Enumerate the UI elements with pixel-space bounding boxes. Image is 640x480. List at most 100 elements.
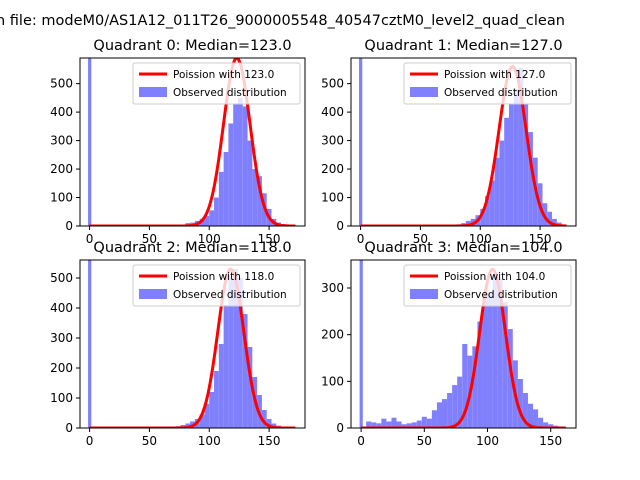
x-tick-label: 0	[357, 434, 365, 448]
plot-area	[88, 58, 296, 226]
x-tick-label: 150	[258, 434, 281, 448]
y-tick-label: 0	[65, 421, 73, 435]
x-tick-label: 100	[469, 232, 492, 246]
histogram-bar	[523, 103, 529, 226]
histogram-bar	[371, 422, 377, 428]
histogram-bar	[242, 314, 248, 428]
histogram-bar	[548, 424, 554, 428]
histogram-bar	[416, 420, 422, 428]
y-tick-label: 300	[321, 281, 344, 295]
legend: Poission with 104.0 Observed distribution	[403, 264, 572, 307]
histogram-bar	[482, 297, 488, 428]
histogram-bar	[257, 176, 262, 226]
subplot-0: 0 50 100 150 0 100 200 300 400 500 Quadrant 0: Med…	[50, 38, 306, 246]
y-tick-label: 500	[321, 77, 344, 91]
legend-frame	[403, 62, 572, 105]
subplot-title: Quadrant 1: Median=127.0	[364, 38, 562, 54]
histogram-bar	[421, 416, 427, 428]
histogram-bar	[199, 414, 205, 428]
legend-patch-marker	[410, 289, 438, 299]
histogram-bar	[480, 208, 486, 226]
x-tick-label: 150	[529, 232, 552, 246]
histogram-bar	[223, 151, 229, 226]
histogram-bar	[452, 385, 458, 428]
histogram-bar	[517, 379, 523, 428]
histogram-bar	[508, 103, 514, 226]
x-tick-label: 0	[86, 232, 94, 246]
x-tick-label: 150	[258, 232, 281, 246]
poisson-curve	[360, 267, 567, 428]
histogram-bar	[504, 117, 509, 226]
poisson-curve	[89, 267, 296, 428]
histogram-bar	[386, 421, 392, 428]
legend-frame	[403, 264, 572, 307]
histogram-bar	[507, 329, 513, 428]
histogram-bar	[472, 346, 478, 428]
x-tick-label: 50	[413, 232, 428, 246]
histogram-bar	[88, 58, 92, 226]
y-tick-label: 400	[321, 105, 344, 119]
histogram-bar	[247, 347, 253, 428]
x-tick-label: 50	[142, 232, 157, 246]
legend-frame	[132, 62, 301, 105]
legend: Poission with 118.0 Observed distribution	[132, 264, 301, 307]
y-tick-label: 100	[321, 191, 344, 205]
legend: Poission with 127.0 Observed distribution	[403, 62, 572, 105]
histogram-bar	[492, 274, 498, 428]
x-tick-label: 0	[86, 434, 94, 448]
histogram-bar	[242, 106, 248, 226]
histogram-bar	[266, 419, 272, 428]
histogram-bar	[513, 89, 519, 226]
legend-label-poisson: Poission with 104.0	[444, 271, 545, 283]
y-tick-label: 300	[50, 331, 73, 345]
legend-patch-marker	[139, 289, 167, 299]
histogram-bar	[228, 278, 234, 428]
histogram-bar	[376, 423, 382, 428]
histogram-bar	[271, 423, 277, 428]
histogram-bar	[406, 423, 412, 428]
y-tick-label: 100	[50, 391, 73, 405]
legend-patch-marker	[410, 87, 438, 97]
plot-area	[359, 260, 567, 428]
histogram-bar	[518, 67, 524, 226]
x-tick-label: 50	[142, 434, 157, 448]
histogram-bar	[527, 403, 534, 428]
histogram-bar	[185, 423, 191, 428]
histogram-bar	[237, 97, 243, 226]
y-tick-label: 300	[50, 134, 73, 148]
y-tick-label: 500	[50, 271, 73, 285]
histogram-bar	[487, 292, 493, 428]
histogram-bar	[457, 376, 463, 428]
histogram-bar	[366, 421, 372, 428]
y-tick-label: 200	[50, 162, 73, 176]
y-tick-label: 0	[336, 421, 344, 435]
histogram-bar	[497, 278, 503, 428]
histogram-bar	[552, 218, 557, 226]
histogram-bar	[401, 424, 407, 428]
subplot-title: Quadrant 2: Median=118.0	[93, 240, 291, 256]
histogram-bar	[538, 417, 544, 428]
histogram-bar	[214, 371, 219, 428]
histogram-bar	[431, 410, 437, 428]
figure-suptitle: n file: modeM0/AS1A12_011T26_9000005548_…	[0, 13, 565, 29]
histogram-bar	[502, 302, 508, 428]
legend-label-observed: Observed distribution	[444, 87, 558, 99]
y-tick-label: 100	[321, 374, 344, 388]
plot-area	[88, 260, 296, 428]
histogram-bar	[218, 344, 224, 428]
histogram-bar	[247, 140, 253, 226]
histogram-bar	[411, 422, 417, 428]
legend-label-poisson: Poission with 127.0	[444, 69, 545, 81]
subplot-2: 0 50 100 150 0 100 200 300 400 500 Quadrant 2: Med…	[50, 240, 306, 448]
x-tick-label: 100	[476, 434, 499, 448]
legend-frame	[132, 264, 301, 307]
histogram-bar	[214, 197, 219, 226]
histogram-bar	[533, 409, 539, 428]
y-tick-label: 400	[50, 105, 73, 119]
y-tick-label: 300	[321, 134, 344, 148]
x-tick-label: 100	[198, 434, 221, 448]
y-tick-label: 200	[50, 361, 73, 375]
histogram-bar	[218, 171, 224, 226]
histogram-bar	[228, 123, 234, 226]
y-tick-label: 200	[321, 162, 344, 176]
